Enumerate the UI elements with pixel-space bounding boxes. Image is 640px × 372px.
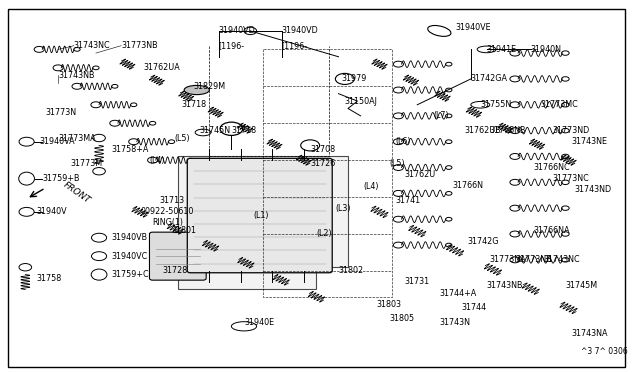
Text: 31773NB: 31773NB: [515, 255, 552, 264]
Text: 31731: 31731: [404, 278, 430, 286]
Text: 31940VC: 31940VC: [111, 251, 148, 261]
Text: [1196-: [1196-: [219, 41, 245, 50]
Text: [1196-: [1196-: [282, 41, 308, 50]
Text: 31718: 31718: [232, 126, 257, 135]
Text: 31150AJ: 31150AJ: [345, 97, 378, 106]
Text: 31940VA: 31940VA: [39, 137, 75, 146]
Text: (L5): (L5): [175, 134, 190, 142]
Text: 31766NA: 31766NA: [534, 226, 570, 235]
Text: 31744+A: 31744+A: [439, 289, 477, 298]
Text: 31743NC: 31743NC: [543, 255, 580, 264]
Text: 31940VD: 31940VD: [219, 26, 255, 35]
Text: 31762UA: 31762UA: [143, 63, 180, 72]
Text: 31801: 31801: [172, 226, 196, 235]
Text: 31940E: 31940E: [244, 318, 274, 327]
Ellipse shape: [184, 86, 209, 94]
Text: 31758+A: 31758+A: [111, 145, 149, 154]
Text: 31743NA: 31743NA: [572, 329, 608, 338]
Text: 31941E: 31941E: [486, 45, 516, 54]
Text: (L4): (L4): [364, 182, 380, 190]
Text: 31773M: 31773M: [70, 159, 103, 169]
Text: 31755N: 31755N: [480, 100, 511, 109]
Text: (L6): (L6): [396, 137, 411, 146]
Text: 31940V: 31940V: [36, 207, 67, 217]
Text: 31708: 31708: [310, 145, 335, 154]
Text: 31759+C: 31759+C: [111, 270, 149, 279]
Text: 31713: 31713: [159, 196, 184, 205]
FancyBboxPatch shape: [150, 232, 206, 280]
Text: (L3): (L3): [335, 203, 351, 213]
Text: 31802: 31802: [339, 266, 364, 275]
Text: 31742GA: 31742GA: [471, 74, 508, 83]
Text: 31805: 31805: [389, 314, 414, 323]
Text: ^3 7^ 0306: ^3 7^ 0306: [581, 347, 628, 356]
Text: 31758: 31758: [36, 274, 61, 283]
Text: 31940VB: 31940VB: [111, 233, 148, 242]
Polygon shape: [178, 157, 348, 289]
Text: 31773MC: 31773MC: [540, 100, 578, 109]
Text: 31773NC: 31773NC: [553, 174, 589, 183]
Text: 00922-50610: 00922-50610: [140, 207, 193, 217]
Text: 31744: 31744: [461, 303, 486, 312]
Text: (L4): (L4): [150, 155, 165, 165]
Text: 31766NB: 31766NB: [490, 126, 526, 135]
Text: 31762U: 31762U: [404, 170, 436, 179]
Text: 31940VD: 31940VD: [282, 26, 319, 35]
Text: 31743NC: 31743NC: [74, 41, 111, 50]
Text: 31766NC: 31766NC: [534, 163, 570, 172]
Text: 31743N: 31743N: [439, 318, 470, 327]
Text: 31759+B: 31759+B: [42, 174, 80, 183]
Text: 31766N: 31766N: [452, 182, 483, 190]
FancyBboxPatch shape: [188, 158, 332, 273]
Text: 31742G: 31742G: [468, 237, 499, 246]
Text: 31743NB: 31743NB: [58, 71, 95, 80]
Text: 31762UB: 31762UB: [465, 126, 501, 135]
Text: 31726: 31726: [310, 159, 335, 169]
Text: 31743ND: 31743ND: [575, 185, 612, 194]
Text: 31773NB: 31773NB: [121, 41, 157, 50]
Text: RING(1): RING(1): [152, 218, 184, 227]
Text: 31743NE: 31743NE: [572, 137, 607, 146]
Text: (L7): (L7): [433, 111, 449, 121]
Text: 31773NA: 31773NA: [490, 255, 526, 264]
Text: (L5): (L5): [389, 159, 404, 169]
Text: 31803: 31803: [376, 300, 401, 309]
Text: 31743NB: 31743NB: [486, 281, 523, 290]
Text: 31829M: 31829M: [193, 82, 226, 91]
Text: 31940VE: 31940VE: [455, 23, 491, 32]
Text: 31940N: 31940N: [531, 45, 562, 54]
Text: FRONT: FRONT: [61, 180, 92, 205]
Text: (L2): (L2): [316, 230, 332, 238]
Text: 31979: 31979: [342, 74, 367, 83]
Text: 31745N: 31745N: [200, 126, 231, 135]
Text: 31728: 31728: [162, 266, 188, 275]
Text: 31773ND: 31773ND: [553, 126, 590, 135]
Text: 31718: 31718: [181, 100, 206, 109]
Text: 31741: 31741: [396, 196, 420, 205]
Text: 31773N: 31773N: [45, 108, 77, 117]
Text: (L1): (L1): [253, 211, 269, 220]
Text: 31745M: 31745M: [565, 281, 598, 290]
Text: 31773MA: 31773MA: [58, 134, 96, 142]
